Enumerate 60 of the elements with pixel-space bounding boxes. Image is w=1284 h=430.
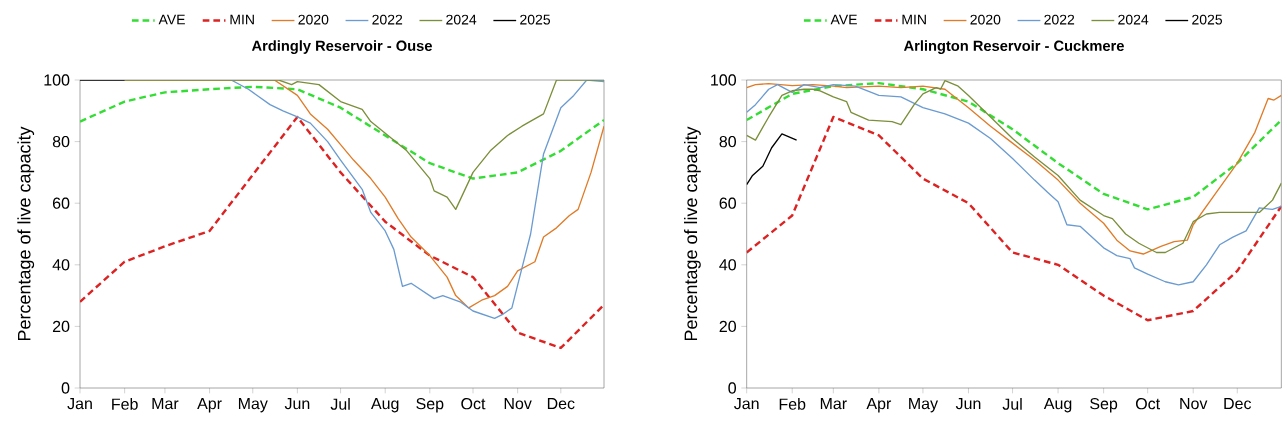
chart-title: Arlington Reservoir - Cuckmere — [903, 40, 1124, 54]
x-tick-label: Apr — [197, 398, 222, 413]
line-series — [80, 115, 605, 350]
legend-label: 2022 — [1044, 14, 1075, 25]
x-tick-label: Jun — [955, 398, 981, 410]
y-tick-label: 40 — [52, 259, 70, 271]
x-tick-label: Jul — [1002, 398, 1022, 410]
x-tick-label: Aug — [370, 398, 399, 413]
y-axis-title: Percentage of live capacity — [17, 126, 35, 341]
x-tick-label: Dec — [547, 398, 575, 410]
legend-label: AVE — [158, 14, 185, 25]
line-series — [230, 80, 605, 320]
x-tick-label: Oct — [1135, 398, 1161, 410]
legend-label: MIN — [902, 14, 926, 25]
line-series — [123, 80, 605, 211]
y-tick-label: 20 — [52, 320, 70, 333]
y-tick-label: 60 — [719, 197, 737, 209]
y-tick-label: 100 — [711, 74, 737, 86]
x-tick-label: May — [909, 398, 939, 413]
y-tick-label: 80 — [719, 135, 737, 148]
y-tick-label: 0 — [728, 382, 737, 394]
x-tick-label: Apr — [866, 398, 892, 413]
y-tick-label: 20 — [719, 320, 737, 333]
chart-title: Ardingly Reservoir - Ouse — [251, 40, 432, 54]
x-tick-label: May — [238, 398, 268, 413]
legend-label: 2024 — [446, 14, 477, 25]
x-tick-label: Sep — [416, 398, 444, 413]
y-axis-title: Percentage of live capacity — [684, 126, 701, 341]
x-tick-label: Feb — [779, 398, 806, 410]
x-tick-label: Dec — [1224, 398, 1252, 410]
line-series — [746, 81, 1282, 211]
line-series — [746, 83, 1282, 286]
line-series — [746, 115, 1282, 322]
x-tick-label: Jun — [284, 398, 310, 410]
legend-label: 2020 — [970, 14, 1001, 25]
x-tick-label: Feb — [112, 398, 138, 410]
legend-label: 2024 — [1118, 14, 1149, 25]
x-tick-label: Jan — [734, 398, 759, 410]
x-tick-label: Aug — [1043, 398, 1072, 413]
legend-label: 2022 — [372, 14, 403, 25]
line-series — [80, 85, 605, 180]
legend-label: 2020 — [298, 14, 329, 25]
x-tick-label: Jul — [330, 398, 350, 410]
y-tick-label: 0 — [61, 382, 70, 394]
x-tick-label: Nov — [504, 398, 532, 410]
x-tick-label: Mar — [820, 398, 847, 410]
line-series — [746, 133, 798, 186]
y-tick-label: 60 — [52, 197, 70, 209]
legend-label: 2025 — [1192, 14, 1223, 25]
x-tick-label: Sep — [1090, 398, 1118, 413]
x-tick-label: Mar — [152, 398, 179, 410]
x-tick-label: Oct — [461, 398, 486, 410]
x-tick-label: Jan — [67, 398, 92, 410]
y-tick-label: 40 — [719, 259, 737, 271]
x-tick-label: Nov — [1180, 398, 1208, 410]
y-tick-label: 100 — [44, 74, 70, 86]
legend-label: 2025 — [520, 14, 551, 25]
legend-label: MIN — [230, 14, 254, 25]
y-tick-label: 80 — [52, 135, 70, 148]
legend-label: AVE — [830, 14, 857, 25]
